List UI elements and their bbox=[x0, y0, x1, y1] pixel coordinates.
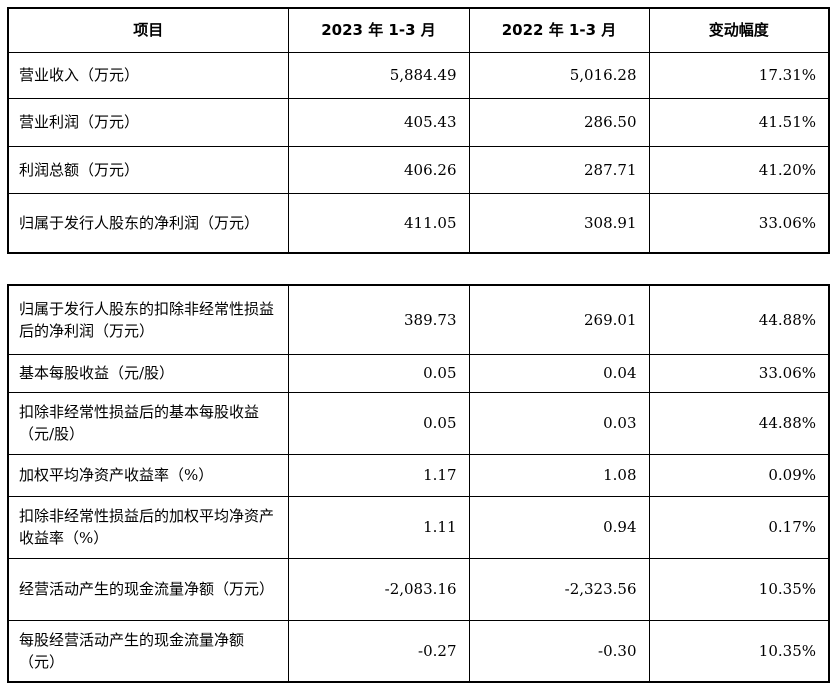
row-label: 加权平均净资产收益率（%） bbox=[7, 453, 289, 497]
row-label: 扣除非经常性损益后的基本每股收益（元/股） bbox=[7, 391, 289, 455]
row-label: 营业收入（万元） bbox=[7, 51, 289, 99]
value-2023: 0.05 bbox=[287, 353, 470, 393]
table-row: 经营活动产生的现金流量净额（万元） -2,083.16 -2,323.56 10… bbox=[7, 557, 830, 621]
row-label: 基本每股收益（元/股） bbox=[7, 353, 289, 393]
table-row: 归属于发行人股东的扣除非经常性损益后的净利润（万元） 389.73 269.01… bbox=[7, 284, 830, 355]
value-2023: 1.11 bbox=[287, 495, 470, 559]
row-label: 归属于发行人股东的净利润（万元） bbox=[7, 192, 289, 254]
row-label: 归属于发行人股东的扣除非经常性损益后的净利润（万元） bbox=[7, 284, 289, 355]
table-row: 加权平均净资产收益率（%） 1.17 1.08 0.09% bbox=[7, 453, 830, 497]
value-2023: 5,884.49 bbox=[287, 51, 470, 99]
financial-table-bottom: 归属于发行人股东的扣除非经常性损益后的净利润（万元） 389.73 269.01… bbox=[7, 284, 830, 683]
value-change: 44.88% bbox=[648, 391, 830, 455]
value-2022: -2,323.56 bbox=[468, 557, 650, 621]
value-change: 17.31% bbox=[648, 51, 830, 99]
row-label: 扣除非经常性损益后的加权平均净资产收益率（%） bbox=[7, 495, 289, 559]
value-2022: 0.94 bbox=[468, 495, 650, 559]
row-label: 利润总额（万元） bbox=[7, 145, 289, 194]
value-change: 41.51% bbox=[648, 97, 830, 147]
header-2022: 2022 年 1-3 月 bbox=[468, 7, 650, 53]
value-2022: 286.50 bbox=[468, 97, 650, 147]
value-2023: 1.17 bbox=[287, 453, 470, 497]
value-change: 33.06% bbox=[648, 353, 830, 393]
value-2022: 5,016.28 bbox=[468, 51, 650, 99]
financial-table-top: 项目 2023 年 1-3 月 2022 年 1-3 月 变动幅度 营业收入（万… bbox=[7, 7, 830, 254]
header-item: 项目 bbox=[7, 7, 289, 53]
header-change: 变动幅度 bbox=[648, 7, 830, 53]
value-change: 44.88% bbox=[648, 284, 830, 355]
value-2022: 0.04 bbox=[468, 353, 650, 393]
value-2023: 405.43 bbox=[287, 97, 470, 147]
row-label: 经营活动产生的现金流量净额（万元） bbox=[7, 557, 289, 621]
table-row: 利润总额（万元） 406.26 287.71 41.20% bbox=[7, 145, 830, 194]
table-row: 扣除非经常性损益后的加权平均净资产收益率（%） 1.11 0.94 0.17% bbox=[7, 495, 830, 559]
table-row: 基本每股收益（元/股） 0.05 0.04 33.06% bbox=[7, 353, 830, 393]
value-2022: 287.71 bbox=[468, 145, 650, 194]
header-2023: 2023 年 1-3 月 bbox=[287, 7, 470, 53]
value-2022: 269.01 bbox=[468, 284, 650, 355]
value-2022: -0.30 bbox=[468, 619, 650, 683]
row-label: 每股经营活动产生的现金流量净额（元） bbox=[7, 619, 289, 683]
value-2022: 308.91 bbox=[468, 192, 650, 254]
table-row: 扣除非经常性损益后的基本每股收益（元/股） 0.05 0.03 44.88% bbox=[7, 391, 830, 455]
table-row: 归属于发行人股东的净利润（万元） 411.05 308.91 33.06% bbox=[7, 192, 830, 254]
header-row: 项目 2023 年 1-3 月 2022 年 1-3 月 变动幅度 bbox=[7, 7, 830, 53]
value-change: 10.35% bbox=[648, 557, 830, 621]
value-2023: 0.05 bbox=[287, 391, 470, 455]
value-2022: 1.08 bbox=[468, 453, 650, 497]
table-row: 每股经营活动产生的现金流量净额（元） -0.27 -0.30 10.35% bbox=[7, 619, 830, 683]
value-2023: 389.73 bbox=[287, 284, 470, 355]
value-2023: 411.05 bbox=[287, 192, 470, 254]
value-change: 0.17% bbox=[648, 495, 830, 559]
value-2023: 406.26 bbox=[287, 145, 470, 194]
table-row: 营业收入（万元） 5,884.49 5,016.28 17.31% bbox=[7, 51, 830, 99]
value-change: 41.20% bbox=[648, 145, 830, 194]
row-label: 营业利润（万元） bbox=[7, 97, 289, 147]
value-2022: 0.03 bbox=[468, 391, 650, 455]
value-change: 33.06% bbox=[648, 192, 830, 254]
value-change: 0.09% bbox=[648, 453, 830, 497]
table-row: 营业利润（万元） 405.43 286.50 41.51% bbox=[7, 97, 830, 147]
value-change: 10.35% bbox=[648, 619, 830, 683]
value-2023: -0.27 bbox=[287, 619, 470, 683]
value-2023: -2,083.16 bbox=[287, 557, 470, 621]
